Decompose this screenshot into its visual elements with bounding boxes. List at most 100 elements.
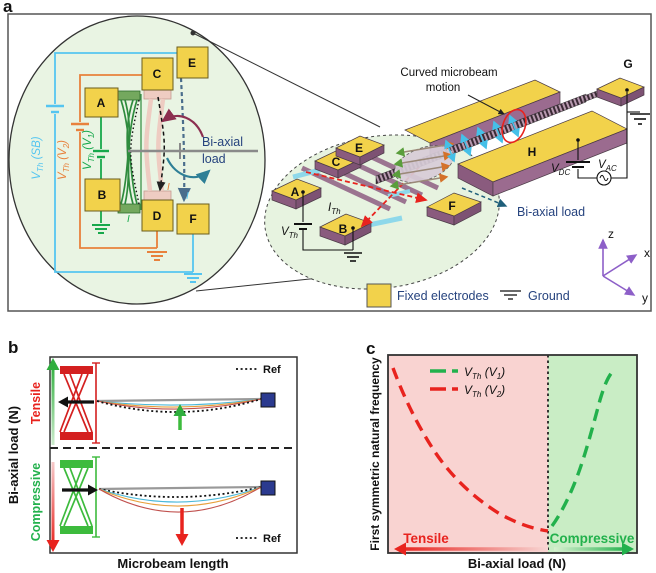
panel-a-legend: Fixed electrodes Ground bbox=[366, 283, 570, 308]
ground-icon bbox=[184, 273, 202, 283]
axis-z-label: z bbox=[608, 227, 614, 241]
inset-biaxial-label-line1: Bi-axial bbox=[202, 135, 243, 149]
pad-b bbox=[319, 213, 372, 246]
electrode-a-label: A bbox=[97, 96, 106, 110]
electrode-f bbox=[176, 203, 210, 235]
pad-a bbox=[271, 178, 322, 210]
green-truss-icon bbox=[59, 456, 100, 538]
pad-g bbox=[596, 77, 645, 107]
motion-label-line1: Curved microbeam bbox=[400, 67, 497, 79]
panel-c-x-axis: Bi-axial load (N) bbox=[468, 556, 566, 571]
biaxial-load-arrows bbox=[389, 140, 455, 190]
inset-electrodes: A B C D E F bbox=[84, 46, 210, 235]
tensile-label: Tensile bbox=[29, 382, 43, 424]
curve-vth-v2 bbox=[391, 367, 549, 533]
legend-v1-label: VTh (V1) bbox=[464, 365, 505, 381]
battery-icon bbox=[93, 149, 109, 159]
battery-icon bbox=[46, 104, 64, 114]
panel-b-x-axis: Microbeam length bbox=[117, 556, 228, 571]
battery-icon bbox=[71, 122, 89, 132]
ground-icon bbox=[92, 224, 110, 234]
current-mark-green: I bbox=[127, 214, 130, 225]
inset-biaxial-rod bbox=[128, 143, 258, 159]
electrode-e bbox=[176, 46, 209, 79]
compressive-label: Compressive bbox=[29, 463, 43, 542]
curve-vth-v1 bbox=[550, 368, 616, 527]
current-mark-orange: I bbox=[167, 182, 170, 193]
ground-icon bbox=[344, 252, 362, 262]
pad-e bbox=[335, 135, 385, 166]
motion-pointer bbox=[467, 94, 505, 115]
ground-icon bbox=[147, 251, 167, 261]
inset-sb-circuit bbox=[46, 52, 202, 283]
vac-label: VAC bbox=[598, 159, 617, 173]
battery-icon bbox=[566, 161, 590, 168]
actuation-circuit bbox=[566, 88, 650, 186]
device-f-label: F bbox=[448, 199, 455, 213]
electrode-d-label: D bbox=[153, 209, 162, 223]
inset-biaxial-label-line2: load bbox=[202, 152, 226, 166]
current-mark-blue: I bbox=[186, 191, 189, 202]
axis-y-label: y bbox=[642, 291, 648, 305]
compressive-region bbox=[548, 355, 637, 553]
pad-f bbox=[426, 192, 482, 226]
panel-a-label: a bbox=[3, 0, 13, 16]
battery-icon bbox=[294, 223, 312, 230]
panel-c-legend: VTh (V1) VTh (V2) bbox=[430, 365, 505, 399]
panel-a: a bbox=[3, 0, 652, 312]
vth-sb-label: VTh (SB) bbox=[31, 136, 45, 179]
device-h-label: H bbox=[528, 145, 537, 159]
vdc-label: VDC bbox=[551, 163, 570, 177]
fixed-electrode-swatch bbox=[366, 283, 392, 308]
vth-v2-label: VTh (V2) bbox=[57, 140, 71, 180]
panel-b: b Bi-axial load (N) Tensile Compressive … bbox=[6, 338, 298, 571]
electrode-c-label: C bbox=[153, 67, 162, 81]
legend-ground-label: Ground bbox=[528, 289, 570, 303]
anchor-block bbox=[260, 480, 276, 496]
tensile-region-label: Tensile bbox=[403, 531, 449, 546]
inset-v2-circuit bbox=[71, 74, 167, 261]
electrode-f-label: F bbox=[189, 212, 196, 226]
legend-fixed-electrodes-label: Fixed electrodes bbox=[397, 289, 489, 303]
panel-a-border bbox=[7, 13, 652, 312]
curved-arrow-cw-icon bbox=[166, 157, 211, 185]
device-vth-label: VTh bbox=[281, 226, 299, 240]
device-biaxial-pointer bbox=[461, 187, 508, 208]
device-current-arrows bbox=[305, 165, 428, 228]
device-sense-circuit bbox=[294, 190, 362, 262]
panel-b-label: b bbox=[8, 338, 18, 357]
vth-v1-label: VTh (V1) bbox=[82, 130, 96, 170]
device-ith-label: ITh bbox=[328, 202, 341, 216]
inset-circle bbox=[8, 15, 266, 305]
lower-plate-h bbox=[457, 110, 628, 197]
electrode-a bbox=[84, 87, 119, 118]
ground-icon bbox=[500, 290, 521, 300]
panel-c-label: c bbox=[366, 339, 375, 358]
inset-ef-dashed-beam bbox=[177, 77, 191, 203]
ref-top-label: Ref bbox=[263, 364, 281, 376]
panel-b-box bbox=[49, 356, 298, 554]
motion-arrows bbox=[444, 114, 520, 163]
motion-highlight-ellipse bbox=[501, 108, 527, 144]
device-biaxial-label: Bi-axial load bbox=[517, 205, 585, 219]
device-g-label: G bbox=[623, 57, 632, 71]
electrode-b-label: B bbox=[98, 188, 107, 202]
panel-c: c First symmetric natural frequency VTh … bbox=[366, 339, 638, 571]
electrode-c bbox=[141, 57, 174, 91]
device-b-label: B bbox=[339, 222, 348, 236]
electrode-e-label: E bbox=[188, 56, 196, 70]
axis-x-label: x bbox=[644, 246, 650, 260]
tensile-region bbox=[388, 355, 548, 553]
device-e-label: E bbox=[355, 141, 363, 155]
curved-arrow-ccw-icon bbox=[161, 108, 205, 138]
compressive-beam-curves bbox=[98, 485, 262, 513]
electrode-b bbox=[84, 178, 121, 212]
inset-v1-circuit bbox=[92, 117, 110, 234]
device-c-label: C bbox=[332, 155, 341, 169]
device-pads bbox=[271, 135, 482, 246]
anchor-block bbox=[260, 392, 276, 408]
device-a-label: A bbox=[291, 185, 300, 199]
panel-b-y-axis: Bi-axial load (N) bbox=[6, 406, 21, 504]
panel-c-box bbox=[387, 354, 638, 554]
